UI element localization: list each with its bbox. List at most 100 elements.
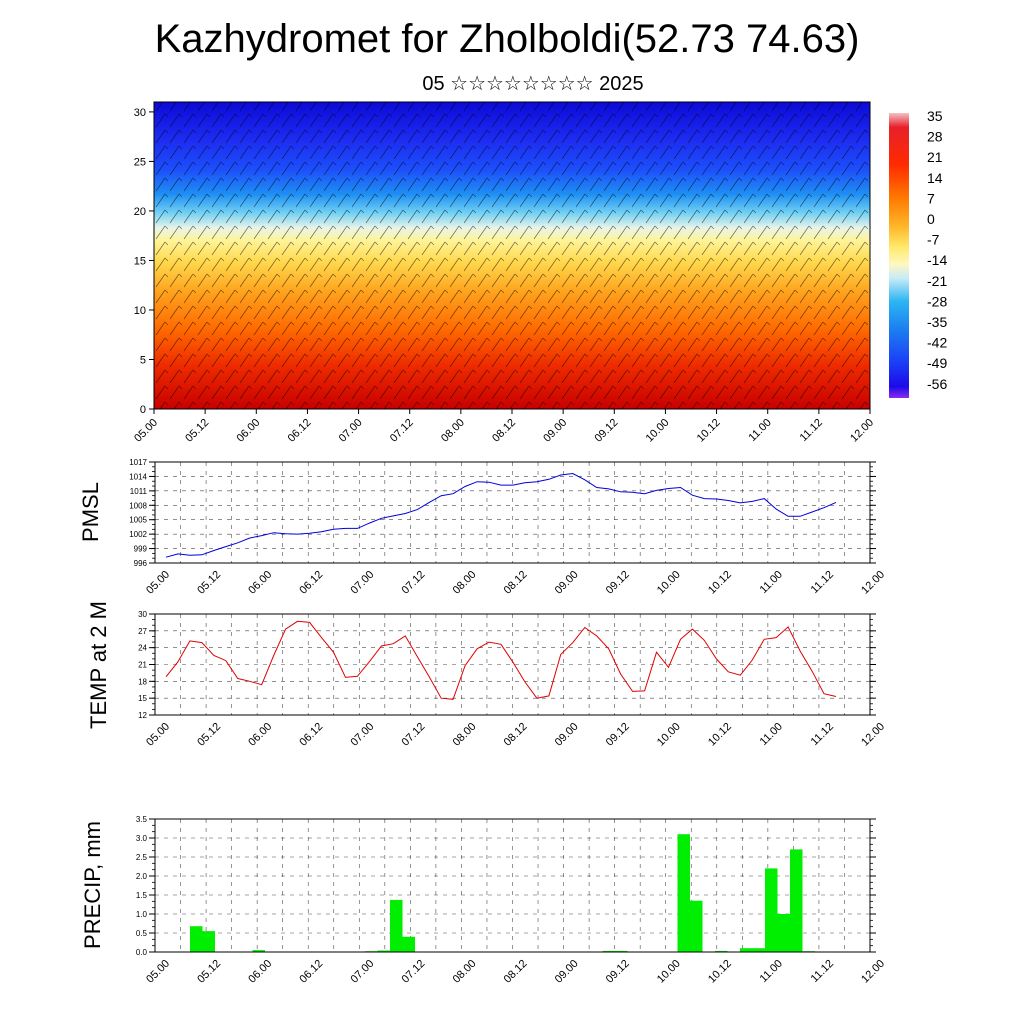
pmsl-y-tick-label: 1008 xyxy=(129,501,147,510)
temp-x-tick-label: 11.12 xyxy=(809,721,836,748)
xsec-x-tick-label: 05.00 xyxy=(132,417,160,445)
xsec-y-tick-label: 30 xyxy=(134,107,146,119)
pmsl-x-tick-label: 06.00 xyxy=(246,569,274,597)
temp-x-tick-label: 05.00 xyxy=(144,721,172,749)
precipitation-panel: 0.0 0.5 1.0 1.5 2.0 2.5 3.0 3.5 05.00 05.12 06.00 0… xyxy=(80,815,887,986)
xsec-x-tick-label: 11.00 xyxy=(746,417,773,444)
colorbar-label: -28 xyxy=(927,293,947,309)
prec-x-tick-label: 07.00 xyxy=(348,958,376,986)
prec-y-tick-label: 0.0 xyxy=(136,948,148,957)
prec-x-tick-label: 05.12 xyxy=(195,958,223,986)
temp-x-tick-label: 06.12 xyxy=(297,721,325,749)
xsec-x-tick-label: 08.12 xyxy=(490,417,518,445)
prec-x-tick-label: 11.00 xyxy=(758,958,785,985)
pmsl-x-tick-label: 05.12 xyxy=(195,569,223,597)
precip-bar xyxy=(790,849,803,952)
precip-bar xyxy=(765,868,778,952)
prec-y-tick-label: 3.5 xyxy=(136,815,148,824)
prec-x-tick-label: 08.00 xyxy=(451,958,479,986)
temp-x-tick-label: 06.00 xyxy=(246,721,274,749)
temperature-panel: 12 15 18 21 24 27 30 05.00 05.12 06.00 06.12 07.00 0… xyxy=(86,601,887,749)
colorbar: 35 28 21 14 7 0 -7 -14 -21 -28 -35 -42 -49 -56 xyxy=(889,108,947,398)
xsec-y-tick-label: 25 xyxy=(134,156,146,168)
temp-x-tick-label: 10.00 xyxy=(655,721,683,749)
temp-x-tick-label: 08.00 xyxy=(451,721,479,749)
xsec-x-tick-label: 06.00 xyxy=(234,417,262,445)
colorbar-label: -7 xyxy=(927,232,940,248)
xsec-x-tick-label: 10.12 xyxy=(695,417,723,445)
xsec-x-tick-label: 09.12 xyxy=(592,417,620,445)
colorbar-label: 35 xyxy=(927,108,943,124)
temp-x-tick-label: 10.12 xyxy=(706,721,734,749)
colorbar-label: 7 xyxy=(927,190,935,206)
temp-x-tick-label: 07.12 xyxy=(400,721,428,749)
xsec-x-tick-label: 09.00 xyxy=(541,417,569,445)
xsec-y-tick-label: 10 xyxy=(134,305,146,317)
colorbar-label: -49 xyxy=(927,355,947,371)
cross-section-panel: 0 5 10 15 20 25 30 05.00 05.12 06.00 06.12 07.00 07… xyxy=(132,101,876,445)
prec-x-tick-label: 06.00 xyxy=(246,958,274,986)
prec-x-tick-label: 05.00 xyxy=(144,958,172,986)
temp-y-tick-label: 24 xyxy=(138,644,147,653)
prec-x-tick-label: 07.12 xyxy=(400,958,428,986)
pmsl-line xyxy=(165,472,837,558)
pmsl-x-tick-label: 08.00 xyxy=(451,569,479,597)
temp-y-tick-label: 15 xyxy=(138,694,147,703)
prec-x-tick-label: 11.12 xyxy=(809,958,836,985)
pmsl-x-tick-label: 09.00 xyxy=(553,569,581,597)
colorbar-label: -56 xyxy=(927,376,947,392)
colorbar-gradient xyxy=(889,113,909,398)
xsec-x-tick-label: 05.12 xyxy=(183,417,211,445)
temp-y-tick-label: 21 xyxy=(138,661,147,670)
xsec-x-tick-label: 07.12 xyxy=(388,417,416,445)
prec-x-tick-label: 10.00 xyxy=(655,958,683,986)
precip-bar xyxy=(390,899,403,952)
page-title: Kazhydromet for Zholboldi(52.73 74.63) xyxy=(154,17,860,61)
prec-y-tick-label: 1.0 xyxy=(136,910,148,919)
temperature-line xyxy=(165,620,837,700)
temp-x-tick-label: 09.12 xyxy=(604,721,632,749)
wind-barbs xyxy=(154,102,870,409)
precip-bar xyxy=(402,936,415,952)
prec-y-tick-label: 2.0 xyxy=(136,872,148,881)
pmsl-x-tick-label: 07.12 xyxy=(400,569,428,597)
precip-bar xyxy=(740,948,753,952)
pmsl-x-tick-label: 08.12 xyxy=(502,569,530,597)
pmsl-y-tick-label: 1014 xyxy=(129,472,147,481)
pmsl-x-tick-label: 05.00 xyxy=(144,569,172,597)
pmsl-x-tick-label: 09.12 xyxy=(604,569,632,597)
precip-bar xyxy=(602,950,615,952)
colorbar-label: -35 xyxy=(927,314,947,330)
prec-x-tick-label: 10.12 xyxy=(706,958,734,986)
xsec-x-tick-label: 11.12 xyxy=(798,417,825,444)
colorbar-label: 21 xyxy=(927,149,943,165)
pmsl-x-tick-label: 06.12 xyxy=(297,569,325,597)
temp-x-tick-label: 08.12 xyxy=(502,721,530,749)
colorbar-label: -14 xyxy=(927,252,947,268)
xsec-y-tick-label: 20 xyxy=(134,206,146,218)
xsec-x-tick-label: 06.12 xyxy=(286,417,314,445)
precipitation-ylabel: PRECIP, mm xyxy=(80,821,105,949)
page-subtitle: 05 ☆☆☆☆☆☆☆☆ 2025 xyxy=(422,73,644,95)
temp-y-tick-label: 27 xyxy=(138,627,147,636)
xsec-y-tick-label: 0 xyxy=(140,404,146,416)
xsec-y-tick-label: 5 xyxy=(140,354,146,366)
xsec-y-tick-label: 15 xyxy=(134,255,146,267)
xsec-x-tick-label: 12.00 xyxy=(848,417,876,445)
xsec-x-tick-label: 10.00 xyxy=(644,417,672,445)
pmsl-y-tick-label: 1002 xyxy=(129,530,147,539)
precip-bar xyxy=(377,950,390,952)
colorbar-label: 14 xyxy=(927,170,943,186)
prec-x-tick-label: 08.12 xyxy=(502,958,530,986)
prec-y-tick-label: 2.5 xyxy=(136,853,148,862)
precip-bar xyxy=(752,948,765,952)
pmsl-ylabel: PMSL xyxy=(78,482,103,542)
pmsl-y-tick-label: 1011 xyxy=(130,487,148,496)
prec-x-tick-label: 06.12 xyxy=(297,958,325,986)
temp-x-tick-label: 09.00 xyxy=(553,721,581,749)
temp-y-tick-label: 12 xyxy=(138,711,147,720)
pmsl-y-tick-label: 1017 xyxy=(129,458,147,467)
temp-x-tick-label: 07.00 xyxy=(348,721,376,749)
pmsl-y-tick-label: 999 xyxy=(134,545,148,554)
